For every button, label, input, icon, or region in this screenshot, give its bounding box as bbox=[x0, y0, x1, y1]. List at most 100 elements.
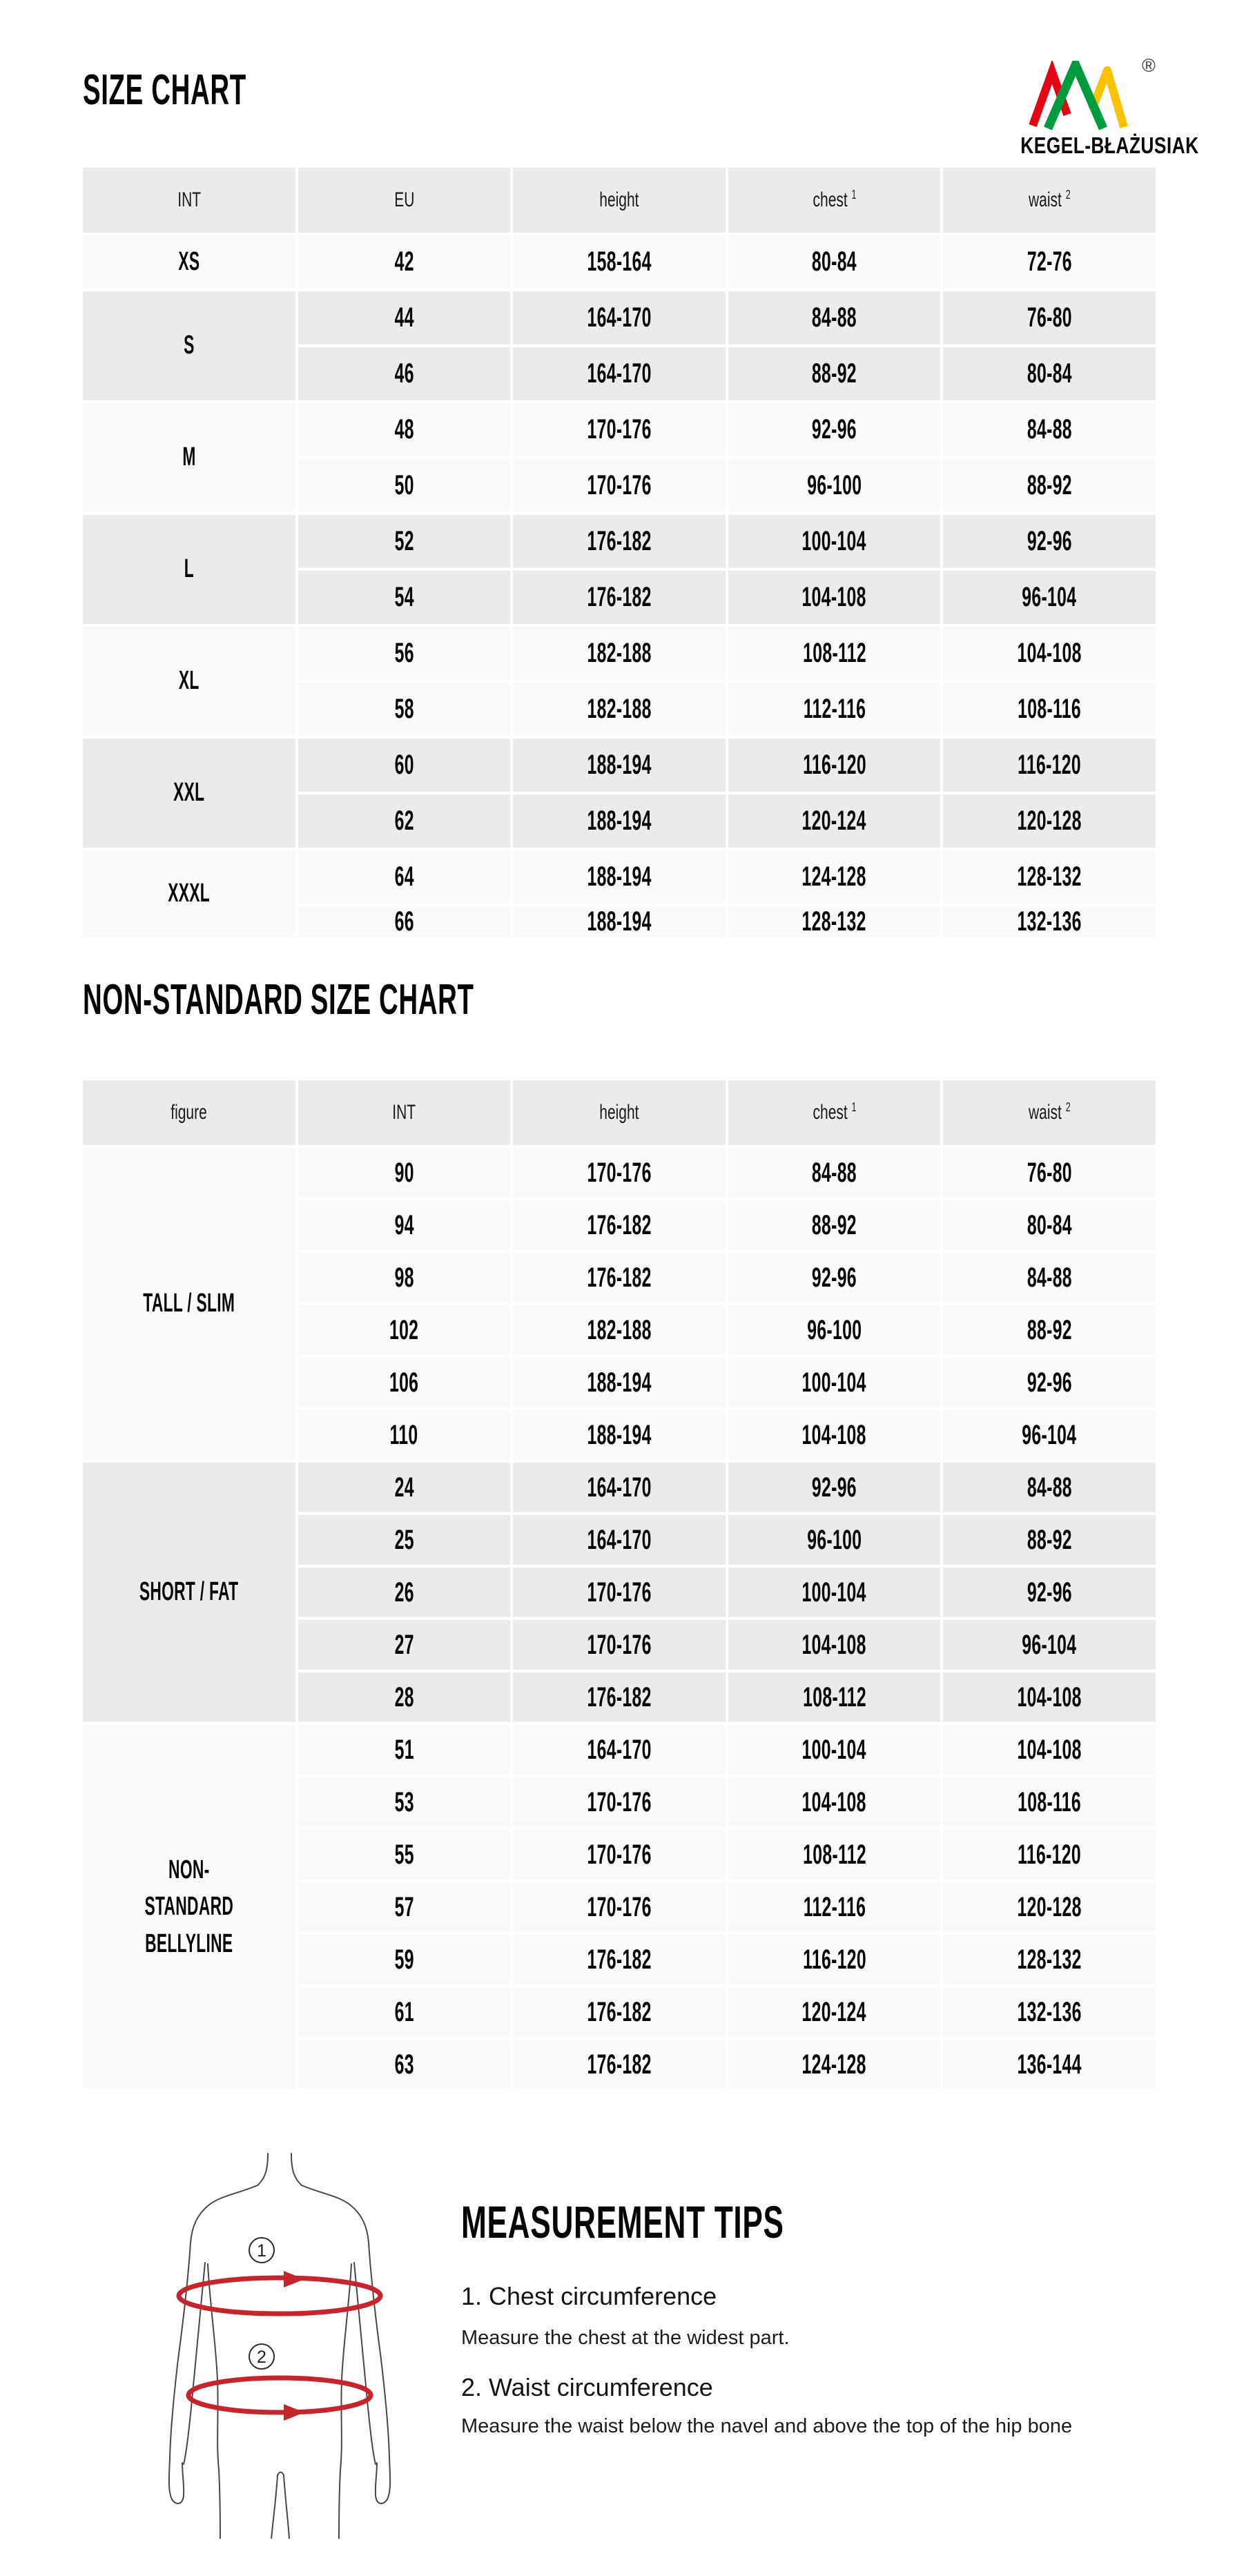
size-cell: 84-88 bbox=[728, 1148, 941, 1198]
size-group-label: L bbox=[83, 515, 295, 624]
footnote-marker: 1 bbox=[851, 1100, 857, 1114]
size-cell: 104-108 bbox=[728, 1777, 941, 1827]
column-header-chest: chest 1 bbox=[728, 1080, 941, 1145]
waist-band-arrow-icon bbox=[284, 2404, 304, 2421]
size-cell: 88-92 bbox=[728, 1200, 941, 1250]
size-cell: 96-100 bbox=[728, 459, 941, 512]
size-cell: 96-104 bbox=[943, 571, 1156, 624]
size-cell: 100-104 bbox=[728, 1358, 941, 1407]
size-cell: 92-96 bbox=[943, 515, 1156, 568]
size-group-label: S bbox=[83, 291, 295, 400]
size-cell: 104-108 bbox=[943, 1672, 1156, 1722]
size-cell: 28 bbox=[298, 1672, 511, 1722]
size-cell: 96-100 bbox=[728, 1515, 941, 1565]
size-cell: 116-120 bbox=[728, 1935, 941, 1984]
size-group-label: M bbox=[83, 403, 295, 512]
size-cell: 62 bbox=[298, 794, 511, 848]
body-outline-lines bbox=[168, 2153, 391, 2539]
size-cell: 124-128 bbox=[728, 850, 941, 904]
size-cell: 76-80 bbox=[943, 291, 1156, 344]
size-group-label: XXXL bbox=[83, 850, 295, 937]
size-cell: 53 bbox=[298, 1777, 511, 1827]
size-cell: 176-182 bbox=[513, 1987, 726, 2037]
column-header-height: height bbox=[513, 168, 726, 233]
logo-yellow-peak bbox=[1088, 66, 1128, 128]
size-cell: 112-116 bbox=[728, 683, 941, 736]
size-cell: 176-182 bbox=[513, 1253, 726, 1302]
marker-1-circle bbox=[249, 2237, 275, 2263]
footnote-marker: 1 bbox=[851, 188, 857, 202]
size-cell: 176-182 bbox=[513, 1672, 726, 1722]
size-cell: 106 bbox=[298, 1358, 511, 1407]
size-cell: 80-84 bbox=[943, 347, 1156, 400]
marker-2-number: 2 bbox=[257, 2348, 266, 2367]
size-cell: 92-96 bbox=[943, 1358, 1156, 1407]
size-cell: 27 bbox=[298, 1620, 511, 1670]
size-group-label: XXL bbox=[83, 739, 295, 848]
size-cell: 132-136 bbox=[943, 1987, 1156, 2037]
size-cell: 26 bbox=[298, 1568, 511, 1617]
size-cell: 52 bbox=[298, 515, 511, 568]
column-header-int: INT bbox=[83, 168, 295, 233]
chest-measure-band bbox=[176, 2275, 383, 2316]
size-cell: 24 bbox=[298, 1463, 511, 1512]
size-cell: 84-88 bbox=[943, 403, 1156, 456]
size-cell: 176-182 bbox=[513, 1935, 726, 1984]
size-cell: 46 bbox=[298, 347, 511, 400]
size-cell: 94 bbox=[298, 1200, 511, 1250]
size-cell: 61 bbox=[298, 1987, 511, 2037]
size-cell: 48 bbox=[298, 403, 511, 456]
size-cell: 92-96 bbox=[728, 1463, 941, 1512]
size-cell: 50 bbox=[298, 459, 511, 512]
size-cell: 124-128 bbox=[728, 2040, 941, 2089]
size-cell: 164-170 bbox=[513, 1463, 726, 1512]
size-cell: 176-182 bbox=[513, 515, 726, 568]
size-cell: 54 bbox=[298, 571, 511, 624]
brand-name: KEGEL-BŁAŻUSIAK bbox=[1020, 133, 1199, 158]
size-cell: 72-76 bbox=[943, 235, 1156, 289]
size-cell: 51 bbox=[298, 1725, 511, 1775]
size-cell: 88-92 bbox=[943, 459, 1156, 512]
size-group-label: XS bbox=[83, 235, 295, 289]
size-cell: 182-188 bbox=[513, 627, 726, 680]
size-cell: 88-92 bbox=[943, 1515, 1156, 1565]
waist-measure-band bbox=[186, 2375, 373, 2415]
size-cell: 120-124 bbox=[728, 1987, 941, 2037]
size-cell: 164-170 bbox=[513, 347, 726, 400]
size-cell: 112-116 bbox=[728, 1882, 941, 1932]
size-cell: 92-96 bbox=[943, 1568, 1156, 1617]
size-cell: 104-108 bbox=[728, 1410, 941, 1460]
size-cell: 76-80 bbox=[943, 1148, 1156, 1198]
size-cell: 164-170 bbox=[513, 1725, 726, 1775]
size-cell: 182-188 bbox=[513, 1305, 726, 1355]
size-cell: 188-194 bbox=[513, 850, 726, 904]
size-cell: 188-194 bbox=[513, 1410, 726, 1460]
size-cell: 120-128 bbox=[943, 794, 1156, 848]
size-cell: 176-182 bbox=[513, 1200, 726, 1250]
size-cell: 108-112 bbox=[728, 627, 941, 680]
size-cell: 63 bbox=[298, 2040, 511, 2089]
non-standard-size-chart-table: figure INT height chest 1 waist 2 TALL / SLIM… bbox=[83, 1080, 1156, 2089]
column-header-height: height bbox=[513, 1080, 726, 1145]
column-header-waist: waist 2 bbox=[943, 168, 1156, 233]
size-cell: 170-176 bbox=[513, 1777, 726, 1827]
size-cell: 128-132 bbox=[943, 850, 1156, 904]
size-cell: 188-194 bbox=[513, 1358, 726, 1407]
size-cell: 128-132 bbox=[728, 906, 941, 937]
size-cell: 100-104 bbox=[728, 1725, 941, 1775]
size-cell: 92-96 bbox=[728, 403, 941, 456]
size-cell: 110 bbox=[298, 1410, 511, 1460]
tip-1-title: 1. Chest circumference bbox=[461, 2282, 717, 2310]
size-cell: 64 bbox=[298, 850, 511, 904]
size-cell: 96-104 bbox=[943, 1620, 1156, 1670]
chest-band-arrow-icon bbox=[284, 2271, 304, 2287]
size-cell: 55 bbox=[298, 1830, 511, 1880]
size-cell: 182-188 bbox=[513, 683, 726, 736]
size-cell: 57 bbox=[298, 1882, 511, 1932]
column-header-chest: chest 1 bbox=[728, 168, 941, 233]
footnote-marker: 2 bbox=[1065, 188, 1071, 202]
size-cell: 100-104 bbox=[728, 515, 941, 568]
size-cell: 66 bbox=[298, 906, 511, 937]
tips-heading: MEASUREMENT TIPS bbox=[461, 2196, 784, 2247]
size-cell: 170-176 bbox=[513, 403, 726, 456]
